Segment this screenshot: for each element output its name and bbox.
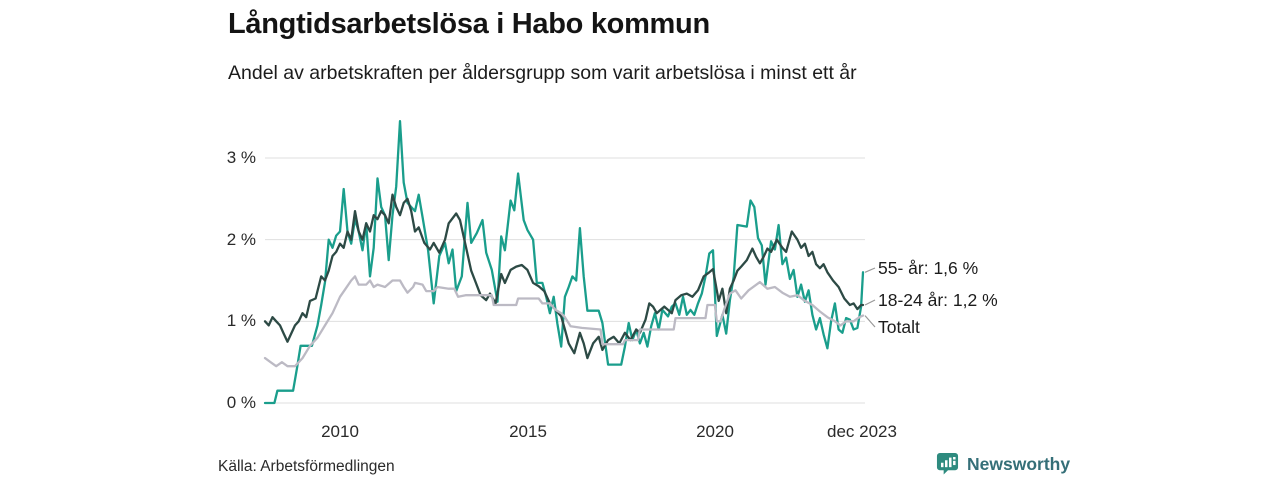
y-axis-tick: 0 % — [226, 393, 256, 412]
x-axis-tick: dec 2023 — [827, 422, 897, 441]
y-axis-tick: 1 % — [226, 311, 256, 330]
x-axis-tick: 2015 — [509, 422, 547, 441]
source-credit: Källa: Arbetsförmedlingen — [218, 458, 395, 475]
y-axis-tick: 3 % — [226, 148, 256, 167]
series-end-label-totalt: Totalt — [878, 317, 920, 337]
series-end-label-18-24: 18-24 år: 1,2 % — [878, 290, 998, 310]
series-end-label-55: 55- år: 1,6 % — [878, 258, 979, 278]
chart-subtitle: Andel av arbetskraften per åldersgrupp s… — [228, 62, 857, 84]
newsworthy-bubble-chart-icon — [936, 452, 959, 476]
newsworthy-logo[interactable]: Newsworthy — [936, 452, 1070, 476]
x-axis-tick: 2020 — [696, 422, 734, 441]
y-axis-tick: 2 % — [226, 230, 256, 249]
page-title: Långtidsarbetslösa i Habo kommun — [228, 8, 710, 40]
newsworthy-wordmark: Newsworthy — [967, 453, 1071, 474]
x-axis-tick: 2010 — [321, 422, 359, 441]
